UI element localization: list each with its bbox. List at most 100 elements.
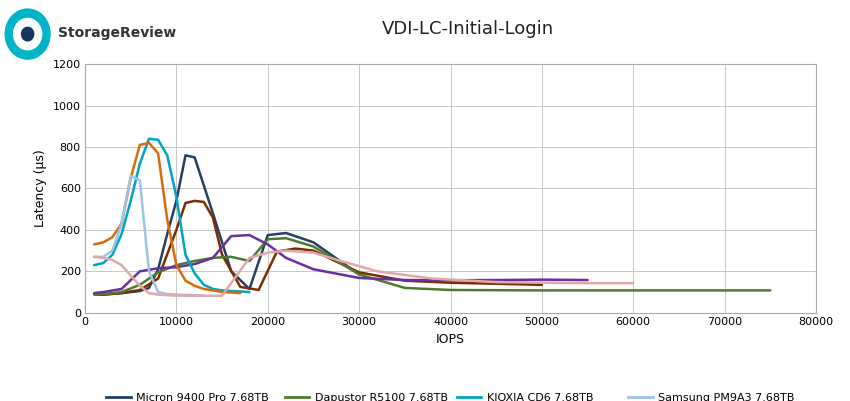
Line: KIOXIA CD6 7.68TB: KIOXIA CD6 7.68TB (94, 139, 250, 292)
Micron 9400 Pro 30.72TB (272, 249, 282, 254)
Dapustor R5100 7.68TB (98, 292, 109, 297)
Circle shape (21, 27, 34, 41)
Samsung PM9A3 7.68TB (171, 292, 182, 297)
Dapustor R5100 7.68TB (537, 288, 547, 293)
Micron 7400 Pro 7.68TB (107, 235, 117, 239)
Micron 7400 Pro 7.68TB (207, 288, 218, 293)
Micron 9400 Pro 30.72TB (153, 276, 163, 281)
Solidigm P5520 7.68TB (226, 234, 236, 239)
Samsung PM9A3 7.68TB (180, 293, 190, 298)
Text: VDI-LC-Initial-Login: VDI-LC-Initial-Login (382, 20, 553, 38)
KIOXIA CD6 7.68TB (107, 252, 117, 257)
Micron 9400 Pro 7.68TB (245, 287, 255, 292)
Dapustor R5100 7.68TB (89, 292, 99, 297)
Memblaze 6920 7.68TB (126, 273, 136, 278)
Dapustor R5100 7.68TB (354, 272, 364, 277)
Dapustor R5100 7.68TB (280, 236, 291, 241)
Micron 7400 Pro 7.68TB (116, 221, 127, 226)
Micron 9400 Pro 7.68TB (309, 240, 319, 245)
KIOXIA CD6 7.68TB (235, 289, 246, 294)
Micron 9400 Pro 7.68TB (162, 232, 173, 237)
Micron 7400 Pro 7.68TB (153, 151, 163, 156)
Micron 7400 Pro 7.68TB (190, 284, 200, 288)
Samsung PM9A3 7.68TB (144, 269, 154, 274)
Memblaze 6920 7.68TB (245, 255, 255, 260)
KIOXIA CD6 7.68TB (134, 161, 145, 166)
KIOXIA CD6 7.68TB (89, 263, 99, 267)
KIOXIA CD6 7.68TB (217, 288, 227, 293)
Circle shape (5, 9, 50, 59)
Dapustor R5100 7.68TB (134, 282, 145, 287)
Memblaze 6920 7.68TB (263, 250, 273, 255)
Micron 9400 Pro 7.68TB (153, 267, 163, 272)
Dapustor R5100 7.68TB (116, 290, 127, 294)
KIOXIA CD6 7.68TB (190, 271, 200, 276)
Micron 9400 Pro 30.72TB (199, 200, 209, 205)
Dapustor R5100 7.68TB (309, 244, 319, 249)
KIOXIA CD6 7.68TB (153, 138, 163, 142)
Solidigm P5520 7.68TB (190, 262, 200, 267)
Samsung PM9A3 7.68TB (107, 248, 117, 253)
KIOXIA CD6 7.68TB (226, 289, 236, 294)
KIOXIA CD6 7.68TB (199, 282, 209, 287)
Samsung PM9A3 7.68TB (98, 255, 109, 259)
Memblaze 6920 7.68TB (162, 293, 173, 298)
Dapustor R5100 7.68TB (445, 288, 456, 292)
Micron 7400 Pro 7.68TB (134, 143, 145, 148)
Micron 9400 Pro 30.72TB (98, 292, 109, 297)
Micron 9400 Pro 7.68TB (171, 198, 182, 203)
Micron 9400 Pro 7.68TB (116, 291, 127, 296)
Solidigm P5520 7.68TB (445, 278, 456, 283)
Solidigm P5520 7.68TB (171, 265, 182, 269)
Dapustor R5100 7.68TB (719, 288, 729, 293)
Samsung PM9A3 7.68TB (162, 292, 173, 297)
Micron 9400 Pro 30.72TB (180, 200, 190, 205)
Memblaze 6920 7.68TB (144, 291, 154, 296)
Line: Memblaze 6920 7.68TB: Memblaze 6920 7.68TB (94, 251, 633, 296)
Micron 7400 Pro 7.68TB (199, 287, 209, 292)
Solidigm P5520 7.68TB (89, 291, 99, 296)
Solidigm P5520 7.68TB (263, 242, 273, 247)
Micron 7400 Pro 7.68TB (226, 290, 236, 295)
Solidigm P5520 7.68TB (245, 233, 255, 237)
Text: StorageReview: StorageReview (58, 26, 176, 40)
Dapustor R5100 7.68TB (190, 259, 200, 263)
Micron 9400 Pro 30.72TB (235, 284, 246, 289)
Micron 9400 Pro 30.72TB (217, 252, 227, 257)
KIOXIA CD6 7.68TB (98, 261, 109, 265)
KIOXIA CD6 7.68TB (171, 194, 182, 199)
Micron 9400 Pro 7.68TB (207, 211, 218, 216)
Micron 9400 Pro 7.68TB (180, 153, 190, 158)
Dapustor R5100 7.68TB (207, 255, 218, 260)
Samsung PM9A3 7.68TB (199, 293, 209, 298)
Dapustor R5100 7.68TB (153, 270, 163, 275)
Solidigm P5520 7.68TB (134, 269, 145, 274)
Micron 9400 Pro 30.72TB (171, 227, 182, 232)
Micron 9400 Pro 7.68TB (263, 233, 273, 237)
Memblaze 6920 7.68TB (190, 294, 200, 298)
Samsung PM9A3 7.68TB (134, 178, 145, 182)
Micron 9400 Pro 30.72TB (445, 280, 456, 285)
Circle shape (14, 18, 42, 50)
Solidigm P5520 7.68TB (116, 287, 127, 292)
Micron 9400 Pro 7.68TB (354, 272, 364, 277)
Micron 7400 Pro 7.68TB (171, 263, 182, 267)
Micron 7400 Pro 7.68TB (162, 217, 173, 222)
Dapustor R5100 7.68TB (628, 288, 638, 293)
Dapustor R5100 7.68TB (765, 288, 775, 293)
Micron 7400 Pro 7.68TB (98, 240, 109, 245)
Memblaze 6920 7.68TB (107, 257, 117, 262)
Samsung PM9A3 7.68TB (153, 290, 163, 294)
Dapustor R5100 7.68TB (171, 263, 182, 267)
Micron 7400 Pro 7.68TB (126, 176, 136, 180)
Micron 9400 Pro 30.72TB (89, 292, 99, 297)
Solidigm P5520 7.68TB (153, 266, 163, 271)
Memblaze 6920 7.68TB (171, 293, 182, 298)
Samsung PM9A3 7.68TB (116, 221, 127, 226)
Y-axis label: Latency (µs): Latency (µs) (34, 150, 47, 227)
Dapustor R5100 7.68TB (245, 259, 255, 263)
KIOXIA CD6 7.68TB (116, 232, 127, 237)
Solidigm P5520 7.68TB (207, 255, 218, 260)
Memblaze 6920 7.68TB (491, 280, 501, 285)
Micron 7400 Pro 7.68TB (235, 291, 246, 296)
